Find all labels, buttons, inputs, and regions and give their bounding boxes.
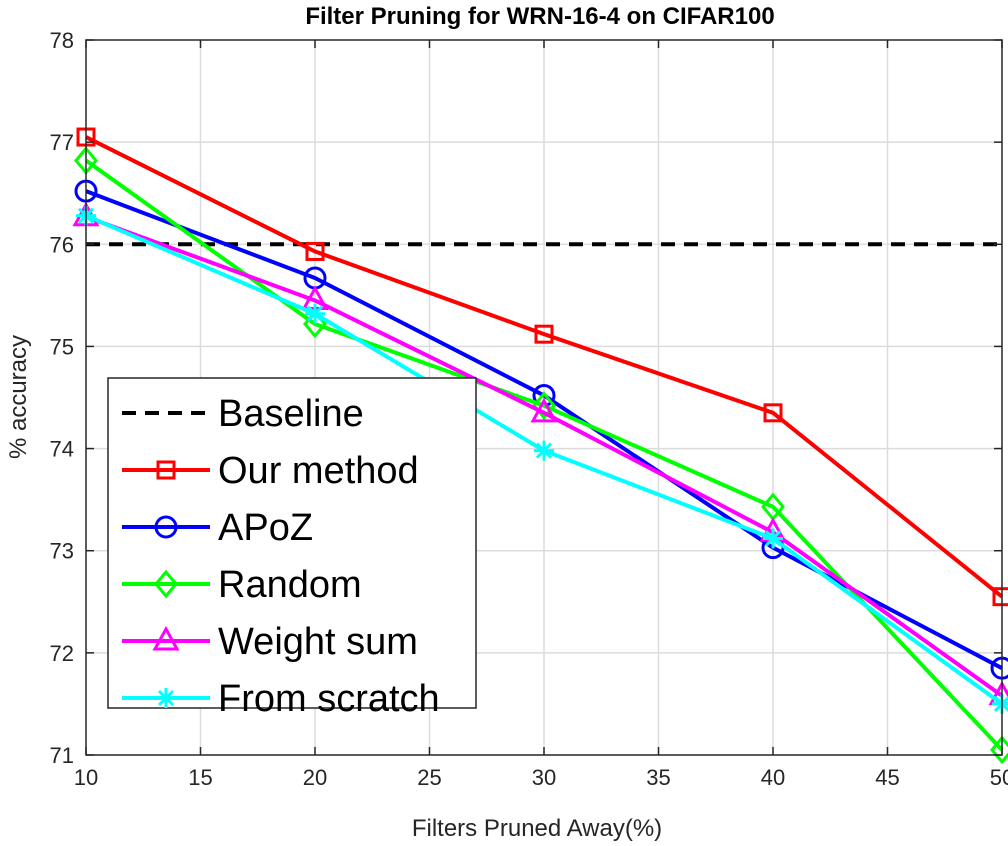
legend-entry: From scratch	[122, 678, 440, 720]
series-line	[85, 135, 1004, 599]
y-tick-label: 77	[50, 130, 74, 155]
legend: Baseline Our method APoZ Random Weight sum Fr…	[107, 377, 477, 720]
x-tick-label: 20	[303, 765, 327, 790]
legend-label: Our method	[218, 450, 419, 492]
x-tick-label: 30	[532, 765, 556, 790]
legend-label: Weight sum	[218, 621, 418, 663]
y-tick-label: 74	[50, 437, 74, 462]
data-point	[534, 440, 554, 461]
asterisk-stroke	[157, 689, 175, 707]
x-tick-label: 15	[188, 765, 212, 790]
y-tick-label: 73	[50, 539, 74, 564]
asterisk-stroke	[306, 305, 324, 322]
x-tick-label: 45	[875, 765, 899, 790]
y-tick-label: 72	[50, 641, 74, 666]
x-axis-label: Filters Pruned Away(%)	[412, 815, 662, 842]
data-point	[534, 324, 554, 344]
legend-entry: Our method	[122, 450, 419, 492]
series-from-scratch	[76, 205, 1008, 714]
data-point	[305, 241, 325, 261]
legend-entry: Baseline	[122, 393, 364, 435]
legend-label: Baseline	[218, 393, 364, 435]
x-tick-label: 10	[74, 765, 98, 790]
legend-marker	[156, 688, 176, 708]
y-axis-label: % accuracy	[5, 335, 32, 459]
legend-label: Random	[218, 564, 362, 606]
data-point	[763, 403, 783, 423]
data-point	[990, 735, 1008, 765]
data-point	[763, 528, 783, 549]
legend-entry: Weight sum	[122, 621, 418, 663]
data-point	[530, 397, 558, 423]
legend-label: From scratch	[218, 678, 440, 720]
chart-title: Filter Pruning for WRN-16-4 on CIFAR100	[305, 3, 774, 30]
x-tick-label: 40	[761, 765, 785, 790]
tick-labels: 10 15 20 25 30 35 40 45 50 71 72 73 74 75 76 77 78	[50, 28, 1008, 790]
asterisk-stroke	[535, 442, 553, 459]
x-tick-label: 35	[646, 765, 670, 790]
legend-marker	[156, 460, 176, 480]
grid	[86, 40, 1002, 755]
data-point	[305, 303, 325, 324]
legend-marker	[152, 625, 180, 651]
y-tick-label: 76	[50, 232, 74, 257]
legend-marker	[154, 569, 178, 599]
series-line	[85, 214, 1004, 698]
legend-label: APoZ	[218, 507, 313, 549]
legend-entry: APoZ	[122, 507, 313, 549]
legend-box	[107, 377, 477, 709]
legend-entry: Random	[122, 564, 362, 606]
y-tick-label: 78	[50, 28, 74, 53]
y-tick-label: 75	[50, 334, 74, 359]
x-tick-label: 50	[990, 765, 1008, 790]
y-tick-label: 71	[50, 743, 74, 768]
data-point	[532, 391, 556, 421]
asterisk-stroke	[764, 530, 782, 547]
x-tick-label: 25	[417, 765, 441, 790]
legend-marker	[154, 515, 178, 539]
